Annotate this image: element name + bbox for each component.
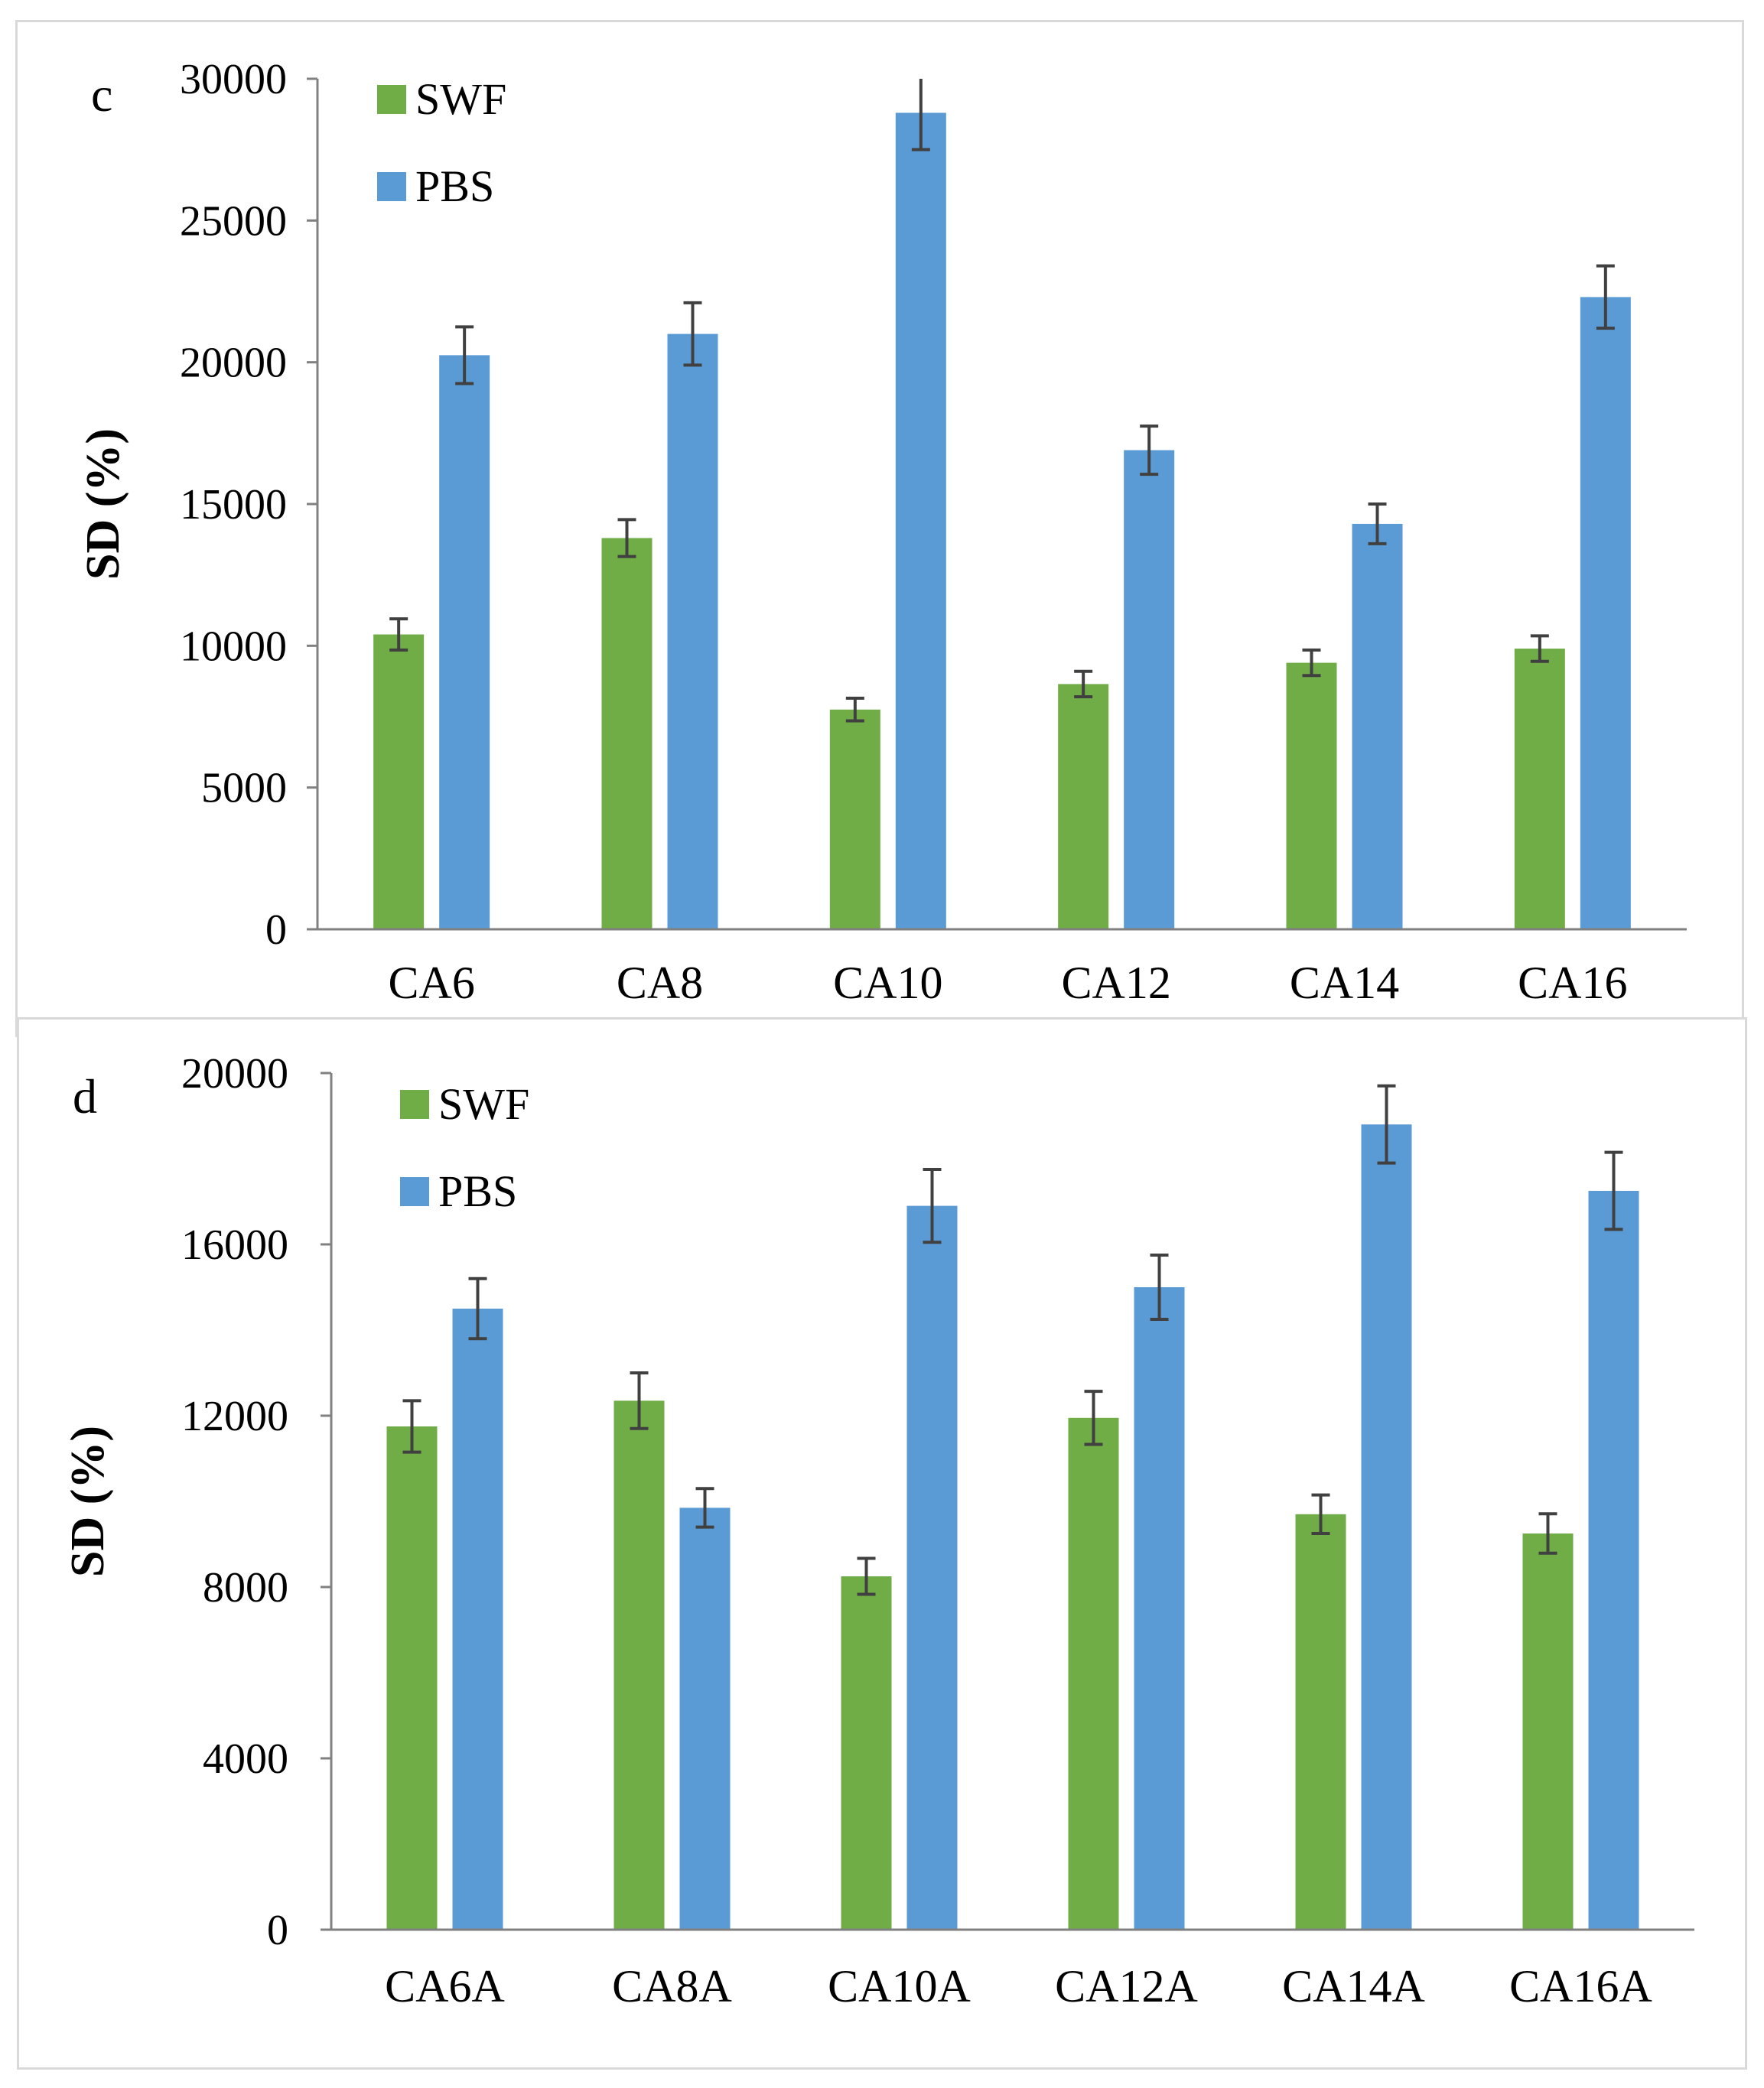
bar-pbs-ca16 (1580, 297, 1631, 929)
x-category-label: CA12 (1061, 958, 1170, 1008)
x-category-label: CA12A (1055, 1961, 1198, 2012)
x-category-label: CA16A (1509, 1961, 1652, 2012)
legend-swatch-pbs (377, 172, 406, 201)
y-tick-label: 20000 (180, 340, 287, 387)
chart-d-svg: 0 4000 8000 12000 16000 20000 CA6A CA8A CA10A CA1… (62, 1050, 1694, 2012)
bar-pbs-ca8 (667, 333, 718, 930)
bar-pbs-ca12 (1124, 450, 1175, 929)
x-category-label: CA14 (1290, 958, 1399, 1008)
bar-swf-ca14 (1286, 662, 1337, 929)
y-tick-label: 12000 (181, 1393, 288, 1440)
y-tick-label: 5000 (201, 765, 287, 812)
bar-pbs-ca14a (1361, 1124, 1412, 1930)
x-category-label: CA6 (388, 958, 474, 1008)
bar-swf-ca16a (1522, 1533, 1574, 1930)
bar-swf-ca12 (1058, 684, 1109, 929)
y-tick-label: 30000 (180, 56, 287, 103)
bar-pbs-ca14 (1352, 523, 1403, 929)
y-tick-label: 16000 (181, 1221, 288, 1269)
bar-pbs-ca16a (1588, 1191, 1639, 1930)
y-tick-label: 10000 (180, 623, 287, 670)
y-tick-label: 0 (267, 1907, 288, 1954)
bar-pbs-ca6 (439, 355, 490, 929)
panel-label: c (91, 67, 112, 122)
x-category-label: CA10A (828, 1961, 971, 2012)
y-tick-label: 0 (265, 906, 287, 954)
legend-label-swf: SWF (438, 1079, 529, 1129)
y-tick-label: 4000 (203, 1735, 288, 1783)
bar-pbs-ca12a (1134, 1287, 1185, 1930)
bar-pbs-ca10a (906, 1205, 958, 1930)
bar-pbs-ca8a (679, 1507, 731, 1930)
bar-pbs-ca6a (452, 1309, 503, 1930)
bar-swf-ca14a (1295, 1514, 1346, 1930)
x-category-label: CA16 (1518, 958, 1627, 1008)
bar-pbs-ca10 (895, 112, 946, 930)
y-tick-label: 25000 (180, 197, 287, 245)
x-category-label: CA10 (833, 958, 942, 1008)
y-tick-label: 20000 (181, 1050, 288, 1098)
legend-label-swf: SWF (415, 74, 506, 124)
y-tick-label: 8000 (203, 1564, 288, 1612)
panel-label: d (73, 1069, 97, 1124)
x-category-label: CA6A (385, 1961, 505, 2012)
x-category-label: CA8A (612, 1961, 732, 2012)
y-axis-label: SD (%) (77, 428, 129, 580)
chart-panel-d: 0 4000 8000 12000 16000 20000 CA6A CA8A CA10A CA1… (17, 1017, 1747, 2070)
x-category-label: CA14A (1282, 1961, 1425, 2012)
bar-swf-ca16 (1514, 649, 1565, 929)
legend-label-pbs: PBS (438, 1166, 517, 1216)
bar-swf-ca10a (841, 1576, 892, 1930)
y-tick-label: 15000 (180, 481, 287, 529)
bar-swf-ca6 (373, 634, 425, 929)
bar-swf-ca8a (613, 1400, 665, 1930)
bar-swf-ca10 (829, 709, 880, 929)
bar-swf-ca12a (1068, 1417, 1119, 1930)
legend-swatch-swf (377, 85, 406, 114)
x-category-label: CA8 (617, 958, 703, 1008)
legend-label-pbs: PBS (415, 161, 494, 211)
legend-swatch-swf (400, 1090, 429, 1119)
chart-c-svg: 0 5000 10000 15000 20000 25000 30000 CA6 CA8 CA10… (77, 56, 1687, 1008)
y-axis-label: SD (%) (62, 1426, 114, 1577)
legend-swatch-pbs (400, 1177, 429, 1206)
bar-swf-ca8 (601, 538, 653, 929)
bar-swf-ca6a (386, 1426, 438, 1930)
chart-panel-c: 0 5000 10000 15000 20000 25000 30000 CA6 CA8 CA10… (15, 20, 1744, 1037)
